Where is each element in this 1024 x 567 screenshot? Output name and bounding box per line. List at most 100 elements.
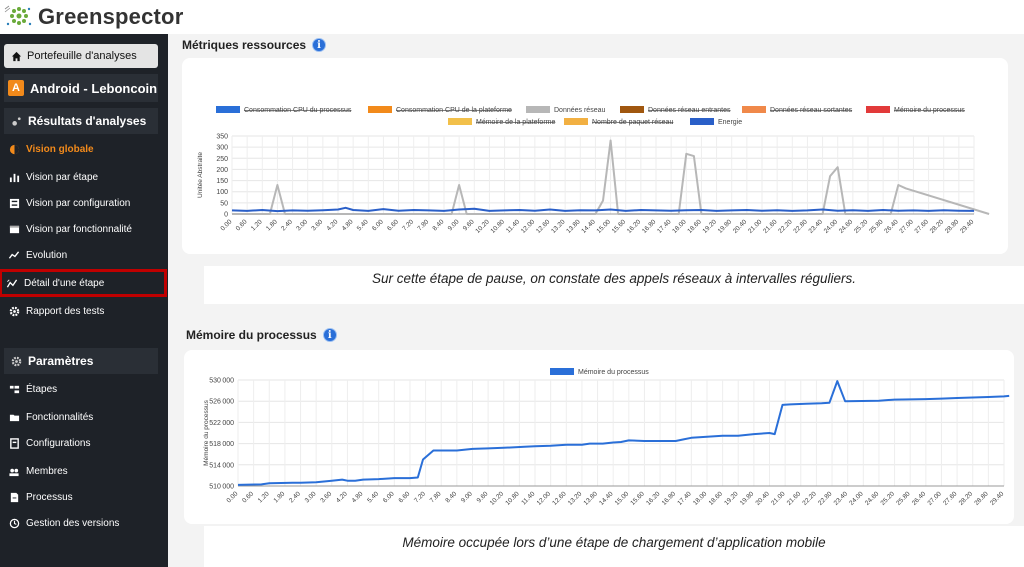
- x-tick-label: 13.80: [583, 490, 600, 507]
- sidebar-item-label: Gestion des versions: [26, 517, 120, 529]
- logo[interactable]: Greenspector: [4, 4, 183, 30]
- sidebar-item-vision-globale[interactable]: Vision globale: [4, 138, 162, 160]
- x-tick-label: 27.00: [898, 218, 915, 235]
- x-tick-label: 3.00: [295, 218, 309, 232]
- sidebar-item-processus[interactable]: Processus: [4, 486, 162, 508]
- chart-card-memoire: Mémoire du processus 510 000 514 000 518 00…: [184, 350, 1014, 524]
- x-tick-label: 24.00: [848, 490, 865, 507]
- y-tick-label: 526 000: [209, 399, 234, 406]
- sidebar-item-gestion-versions[interactable]: Gestion des versions: [4, 512, 162, 534]
- app-name: Android - Leboncoin: [30, 80, 158, 96]
- x-tick-label: 21.60: [786, 490, 803, 507]
- sidebar-item-configurations[interactable]: Configurations: [4, 432, 162, 454]
- x-tick-label: 25.80: [895, 490, 912, 507]
- x-tick-label: 13.20: [550, 218, 567, 235]
- x-tick-label: 7.80: [429, 490, 443, 504]
- y-tick-label: 250: [216, 156, 228, 163]
- x-tick-label: 5.40: [356, 218, 370, 232]
- x-tick-label: 6.60: [386, 218, 400, 232]
- legend-label: Données réseau entrantes: [648, 107, 731, 114]
- process-memory-chart: Mémoire du processus 510 000 514 000 518 00…: [203, 368, 1010, 507]
- x-tick-label: 10.80: [504, 490, 521, 507]
- x-tick-label: 29.40: [989, 490, 1006, 507]
- android-badge-icon: A: [8, 80, 24, 96]
- sidebar-item-vision-par-etape[interactable]: Vision par étape: [4, 166, 162, 188]
- section-title-text: Mémoire du processus: [186, 328, 317, 342]
- x-tick-label: 2.40: [288, 490, 302, 504]
- sidebar-item-label: Détail d'une étape: [24, 277, 105, 289]
- sidebar-item-label: Processus: [26, 491, 73, 503]
- legend-label: Données réseau sortantes: [770, 107, 853, 114]
- y-tick-label: 530 000: [209, 378, 234, 385]
- x-tick-label: 21.60: [762, 218, 779, 235]
- x-tick-label: 17.40: [676, 490, 693, 507]
- x-tick-label: 7.20: [401, 218, 415, 232]
- sidebar-item-vision-par-configuration[interactable]: Vision par configuration: [4, 192, 162, 214]
- settings-section-header[interactable]: Paramètres: [4, 348, 158, 374]
- x-tick-label: 21.00: [770, 490, 787, 507]
- x-tick-label: 12.00: [520, 218, 537, 235]
- x-tick-label: 12.60: [551, 490, 568, 507]
- legend-swatch: [216, 106, 240, 113]
- caption-memoire: Mémoire occupée lors d’une étape de char…: [204, 526, 1024, 567]
- x-tick-label: 27.00: [926, 490, 943, 507]
- sidebar-item-label: Vision par configuration: [26, 197, 131, 209]
- legend-label: Consommation CPU du processus: [244, 107, 352, 114]
- x-tick-label: 25.20: [880, 490, 897, 507]
- x-tick-label: 19.80: [739, 490, 756, 507]
- app-selector[interactable]: A Android - Leboncoin: [4, 74, 158, 102]
- legend-swatch: [368, 106, 392, 113]
- x-tick-label: 14.40: [598, 490, 615, 507]
- sidebar-item-fonctionnalites[interactable]: Fonctionnalités: [4, 406, 162, 428]
- portfolio-button[interactable]: Portefeuille d'analyses: [4, 44, 158, 68]
- x-tick-label: 4.80: [341, 218, 355, 232]
- sidebar-item-etapes[interactable]: Étapes: [4, 378, 162, 400]
- x-tick-label: 22.20: [777, 218, 794, 235]
- x-tick-label: 28.20: [958, 490, 975, 507]
- series-line: [231, 206, 975, 213]
- info-icon[interactable]: i: [312, 38, 327, 52]
- y-tick-label: 150: [216, 178, 228, 185]
- sidebar-item-label: Étapes: [26, 383, 58, 395]
- x-tick-label: 20.40: [732, 218, 749, 235]
- sidebar-item-label: Fonctionnalités: [26, 411, 94, 423]
- sidebar-item-detail-etape[interactable]: Détail d'une étape: [0, 269, 167, 297]
- sidebar-item-rapport-tests[interactable]: Rapport des tests: [4, 300, 162, 322]
- gear-icon: [8, 305, 20, 317]
- legend-label: Données réseau: [554, 107, 605, 114]
- x-tick-label: 23.40: [808, 218, 825, 235]
- x-tick-label: 21.00: [747, 218, 764, 235]
- x-tick-label: 9.00: [460, 490, 474, 504]
- sidebar-item-label: Vision globale: [26, 143, 94, 155]
- sidebar-item-membres[interactable]: Membres: [4, 460, 162, 482]
- sliders-icon: [8, 197, 20, 209]
- x-tick-label: 6.60: [397, 490, 411, 504]
- sidebar-item-label: Membres: [26, 465, 68, 477]
- x-tick-label: 24.60: [838, 218, 855, 235]
- section-title-metriques: Métriques ressources i: [182, 38, 327, 52]
- users-icon: [8, 465, 20, 477]
- legend-swatch: [742, 106, 766, 113]
- sidebar-item-vision-par-fonctionnalite[interactable]: Vision par fonctionnalité: [4, 218, 162, 240]
- versions-icon: [8, 517, 20, 529]
- main-content: Métriques ressources i Consommation CPU …: [168, 34, 1024, 567]
- x-tick-label: 19.20: [702, 218, 719, 235]
- x-tick-label: 14.40: [580, 218, 597, 235]
- results-section-header[interactable]: Résultats d'analyses: [4, 108, 158, 134]
- settings-gear-icon: [10, 355, 22, 367]
- series-line: [232, 139, 990, 215]
- x-tick-label: 18.00: [692, 490, 709, 507]
- x-tick-label: 27.60: [942, 490, 959, 507]
- results-section-label: Résultats d'analyses: [28, 114, 147, 128]
- sidebar-item-label: Vision par étape: [26, 171, 99, 183]
- legend-swatch: [866, 106, 890, 113]
- sidebar-item-evolution[interactable]: Evolution: [4, 244, 162, 266]
- portfolio-label: Portefeuille d'analyses: [27, 50, 137, 62]
- x-tick-label: 10.80: [490, 218, 507, 235]
- section-title-text: Métriques ressources: [182, 38, 307, 52]
- x-tick-label: 24.60: [864, 490, 881, 507]
- x-tick-label: 20.40: [754, 490, 771, 507]
- info-icon[interactable]: i: [322, 328, 337, 342]
- y-tick-label: 510 000: [209, 484, 234, 491]
- brand-name: Greenspector: [38, 4, 184, 29]
